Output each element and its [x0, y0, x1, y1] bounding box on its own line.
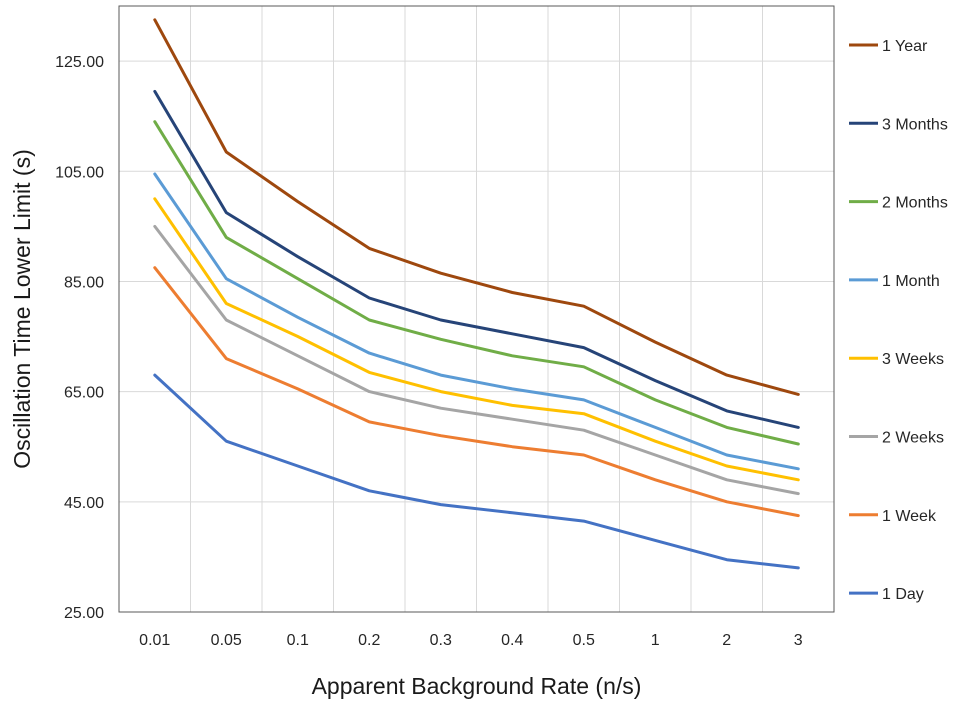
- legend-label: 1 Day: [882, 586, 924, 603]
- series-line-6: [153, 266, 800, 518]
- series-line-4: [153, 197, 800, 482]
- series-line-5: [153, 224, 800, 496]
- y-tick-label: 25.00: [64, 605, 104, 622]
- x-tick-label: 1: [651, 632, 660, 649]
- x-axis-tick-labels: 0.01 0.05 0.1 0.2 0.3 0.4 0.5 1 2 3: [139, 632, 803, 649]
- plot-area-frame: [118, 5, 835, 613]
- x-tick-label: 3: [794, 632, 803, 649]
- x-tick-label: 0.1: [287, 632, 309, 649]
- y-axis-tick-labels: 25.00 45.00 65.00 85.00 105.00 125.00: [55, 54, 104, 622]
- series-lines: [153, 18, 800, 570]
- x-tick-label: 0.3: [430, 632, 452, 649]
- legend-label: 3 Months: [882, 116, 948, 133]
- legend-label: 2 Weeks: [882, 430, 944, 447]
- series-line-7: [153, 373, 800, 570]
- y-tick-label: 65.00: [64, 385, 104, 402]
- legend: 1 Year 3 Months 2 Months 1 Month 3 Weeks 2 We…: [849, 38, 948, 603]
- legend-label: 3 Weeks: [882, 351, 944, 368]
- x-tick-label: 0.05: [211, 632, 242, 649]
- series-line-2: [153, 120, 800, 446]
- y-tick-label: 125.00: [55, 54, 104, 71]
- series-line-1: [153, 89, 800, 429]
- x-tick-label: 0.5: [573, 632, 595, 649]
- legend-label: 2 Months: [882, 195, 948, 212]
- x-tick-label: 2: [722, 632, 731, 649]
- y-tick-label: 85.00: [64, 274, 104, 291]
- y-axis-title: Oscillation Time Lower Limit (s): [9, 149, 35, 469]
- legend-label: 1 Year: [882, 38, 928, 55]
- legend-label: 1 Week: [882, 508, 937, 525]
- x-tick-label: 0.4: [501, 632, 523, 649]
- series-line-0: [153, 18, 800, 396]
- y-tick-label: 105.00: [55, 164, 104, 181]
- series-line-3: [153, 172, 800, 471]
- x-tick-label: 0.2: [358, 632, 380, 649]
- gridlines: [119, 6, 834, 613]
- y-tick-label: 45.00: [64, 495, 104, 512]
- x-axis-title: Apparent Background Rate (n/s): [312, 673, 642, 699]
- legend-label: 1 Month: [882, 273, 940, 290]
- x-tick-label: 0.01: [139, 632, 170, 649]
